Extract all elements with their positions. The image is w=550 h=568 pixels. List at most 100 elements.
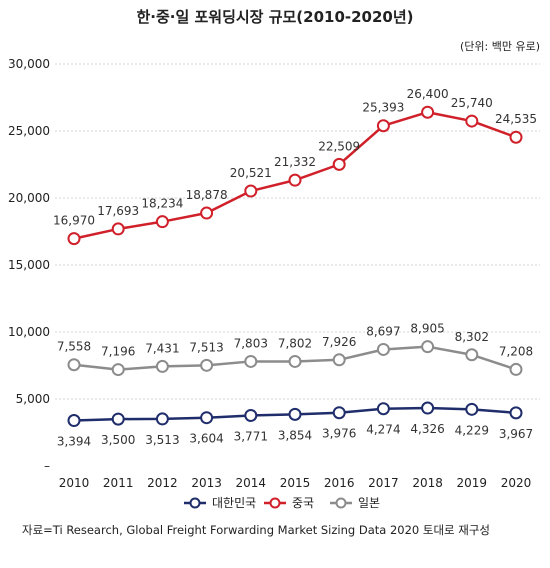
data-point	[509, 130, 523, 144]
x-axis: 2010 2011 2012 2013 2014 2015 2016 2017 2018 2019…	[59, 476, 532, 490]
data-point	[200, 358, 214, 372]
data-point	[376, 342, 390, 356]
data-label: 7,208	[499, 344, 533, 358]
legend-label: 일본	[358, 496, 380, 510]
data-point	[376, 402, 390, 416]
data-point	[332, 353, 346, 367]
y-tick-label: 20,000	[8, 191, 50, 205]
data-point	[67, 358, 81, 372]
legend-marker	[189, 497, 201, 509]
data-label: 18,234	[141, 197, 183, 211]
data-point	[509, 362, 523, 376]
y-tick-label: 5,000	[16, 392, 50, 406]
x-tick-label: 2017	[368, 476, 399, 490]
data-point	[465, 348, 479, 362]
x-tick-label: 2018	[412, 476, 443, 490]
data-label: 16,970	[53, 214, 95, 228]
data-label: 25,393	[362, 101, 404, 115]
data-label: 3,976	[322, 427, 356, 441]
series-2: 16,97017,69318,23418,87820,52121,33222,5…	[53, 87, 537, 246]
data-label: 4,274	[366, 423, 400, 437]
grid	[55, 63, 540, 400]
data-label: 3,513	[145, 433, 179, 447]
data-point	[155, 412, 169, 426]
data-label: 7,431	[145, 341, 179, 355]
y-tick-label: 30,000	[8, 57, 50, 71]
data-point	[244, 354, 258, 368]
data-point	[200, 411, 214, 425]
legend-marker	[335, 497, 347, 509]
data-point	[465, 114, 479, 128]
legend-label: 대한민국	[212, 496, 256, 510]
data-point	[200, 206, 214, 220]
y-axis: 30,000 25,000 20,000 15,000 10,000 5,000 –	[8, 57, 50, 473]
legend-marker	[269, 497, 281, 509]
x-tick-label: 2010	[59, 476, 90, 490]
series-3: 7,558 7,196 7,431 7,513 7,803 7,802 7,926 8,697…	[57, 322, 533, 377]
legend: 대한민국 중국 일본	[184, 496, 380, 510]
data-label: 7,513	[189, 340, 223, 354]
data-point	[111, 363, 125, 377]
data-label: 20,521	[230, 166, 272, 180]
data-point	[155, 359, 169, 373]
data-label: 8,905	[410, 322, 444, 336]
data-point	[111, 222, 125, 236]
source-note: 자료=Ti Research, Global Freight Forwardin…	[22, 523, 490, 537]
data-label: 3,967	[499, 427, 533, 441]
legend-item: 중국	[264, 496, 314, 510]
data-label: 7,926	[322, 335, 356, 349]
legend-label: 중국	[292, 496, 314, 510]
y-tick-label: 10,000	[8, 325, 50, 339]
data-label: 3,604	[189, 432, 223, 446]
data-point	[421, 401, 435, 415]
data-point	[332, 157, 346, 171]
data-label: 7,196	[101, 345, 135, 359]
chart-title: 한·중·일 포워딩시장 규모(2010-2020년)	[136, 8, 413, 26]
legend-item: 일본	[330, 496, 380, 510]
data-label: 3,500	[101, 433, 135, 447]
data-point	[67, 232, 81, 246]
x-tick-label: 2014	[236, 476, 267, 490]
data-point	[288, 407, 302, 421]
data-point	[67, 414, 81, 428]
x-tick-label: 2019	[457, 476, 488, 490]
series-group: 3,394 3,500 3,513 3,604 3,771 3,854 3,976 4,274…	[53, 87, 537, 448]
x-tick-label: 2011	[103, 476, 134, 490]
data-point	[332, 406, 346, 420]
data-point	[509, 406, 523, 420]
data-label: 3,854	[278, 428, 312, 442]
x-tick-label: 2016	[324, 476, 355, 490]
x-tick-label: 2012	[147, 476, 178, 490]
data-point	[111, 412, 125, 426]
data-label: 8,697	[366, 324, 400, 338]
data-point	[288, 354, 302, 368]
y-tick-label: 15,000	[8, 258, 50, 272]
data-point	[288, 173, 302, 187]
data-label: 26,400	[407, 87, 449, 101]
data-label: 7,802	[278, 336, 312, 350]
data-label: 25,740	[451, 96, 493, 110]
y-tick-label: 25,000	[8, 124, 50, 138]
unit-note: (단위: 백만 유로)	[460, 40, 540, 53]
data-label: 17,693	[97, 204, 139, 218]
data-label: 4,326	[410, 422, 444, 436]
legend-item: 대한민국	[184, 496, 256, 510]
x-tick-label: 2020	[501, 476, 532, 490]
data-label: 18,878	[186, 188, 228, 202]
y-tick-label: –	[44, 459, 50, 473]
data-point	[465, 402, 479, 416]
data-label: 7,803	[234, 336, 268, 350]
data-label: 3,394	[57, 435, 91, 449]
x-tick-label: 2015	[280, 476, 311, 490]
data-label: 7,558	[57, 340, 91, 354]
data-label: 8,302	[455, 330, 489, 344]
data-label: 24,535	[495, 112, 537, 126]
x-tick-label: 2013	[191, 476, 222, 490]
data-point	[376, 119, 390, 133]
data-label: 21,332	[274, 155, 316, 169]
data-point	[421, 105, 435, 119]
data-label: 4,229	[455, 423, 489, 437]
data-point	[155, 215, 169, 229]
